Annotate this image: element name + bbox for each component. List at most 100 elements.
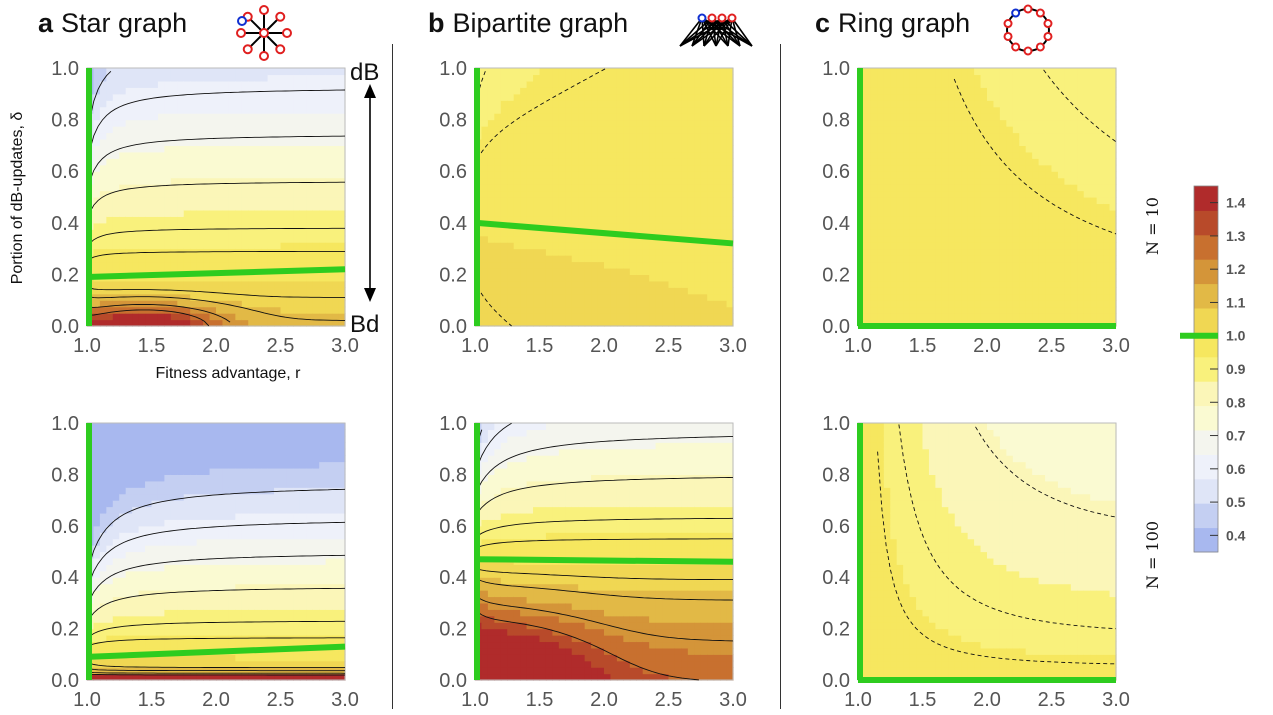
field-cell — [1019, 151, 1027, 159]
field-cell — [591, 248, 599, 256]
field-cell — [93, 506, 101, 514]
field-cell — [190, 74, 198, 82]
field-cell — [261, 184, 269, 192]
field-cell — [974, 203, 982, 211]
field-cell — [254, 261, 262, 269]
field-cell — [138, 209, 146, 217]
field-cell — [325, 197, 333, 205]
field-cell — [928, 293, 936, 301]
field-cell — [241, 293, 249, 301]
field-cell — [674, 280, 682, 288]
field-cell — [177, 280, 185, 288]
field-cell — [99, 429, 107, 437]
field-cell — [125, 222, 133, 230]
field-cell — [325, 171, 333, 179]
field-cell — [177, 106, 185, 114]
field-cell — [870, 197, 878, 205]
field-cell — [93, 80, 101, 88]
field-cell — [261, 158, 269, 166]
field-cell — [1032, 197, 1040, 205]
field-cell — [668, 203, 676, 211]
field-cell — [948, 235, 956, 243]
field-cell — [948, 100, 956, 108]
field-cell — [578, 132, 586, 140]
field-cell — [274, 68, 282, 76]
field-cell — [565, 164, 573, 172]
x-tick-label: 3.0 — [719, 335, 747, 357]
field-cell — [883, 158, 891, 166]
field-cell — [954, 190, 962, 198]
field-cell — [99, 448, 107, 456]
field-cell — [681, 138, 689, 146]
field-cell — [494, 177, 502, 185]
field-cell — [157, 319, 165, 327]
field-cell — [125, 280, 133, 288]
field-cell — [513, 158, 521, 166]
field-cell — [132, 171, 140, 179]
field-cell — [112, 87, 120, 95]
field-cell — [649, 100, 657, 108]
field-cell — [636, 177, 644, 185]
field-cell — [713, 93, 721, 101]
field-cell — [1064, 293, 1072, 301]
field-cell — [151, 216, 159, 224]
field-cell — [125, 287, 133, 295]
x-tick-label: 2.0 — [590, 335, 618, 357]
field-cell — [299, 287, 307, 295]
field-cell — [494, 68, 502, 76]
field-cell — [726, 313, 734, 321]
field-cell — [883, 177, 891, 185]
field-cell — [916, 106, 924, 114]
field-cell — [649, 255, 657, 263]
field-cell — [987, 222, 995, 230]
field-cell — [1070, 87, 1078, 95]
field-cell — [533, 151, 541, 159]
field-cell — [700, 164, 708, 172]
field-cell — [1045, 190, 1053, 198]
field-cell — [1038, 306, 1046, 314]
field-cell — [629, 287, 637, 295]
field-cell — [928, 158, 936, 166]
field-cell — [707, 287, 715, 295]
field-cell — [164, 216, 172, 224]
field-cell — [597, 306, 605, 314]
field-cell — [864, 280, 872, 288]
field-cell — [987, 267, 995, 275]
field-cell — [726, 203, 734, 211]
field-cell — [552, 87, 560, 95]
field-cell — [254, 197, 262, 205]
field-cell — [500, 171, 508, 179]
field-cell — [138, 267, 146, 275]
field-cell — [293, 151, 301, 159]
field-cell — [539, 158, 547, 166]
field-cell — [132, 132, 140, 140]
field-cell — [1038, 313, 1046, 321]
field-cell — [248, 222, 256, 230]
field-cell — [1025, 164, 1033, 172]
field-cell — [1051, 145, 1059, 153]
field-cell — [145, 300, 153, 308]
field-cell — [999, 222, 1007, 230]
field-cell — [642, 74, 650, 82]
field-cell — [694, 145, 702, 153]
field-cell — [941, 209, 949, 217]
field-cell — [306, 197, 314, 205]
field-cell — [241, 106, 249, 114]
field-cell — [93, 145, 101, 153]
field-cell — [513, 293, 521, 301]
field-cell — [145, 100, 153, 108]
field-cell — [726, 287, 734, 295]
field-cell — [687, 74, 695, 82]
field-cell — [877, 132, 885, 140]
field-cell — [145, 145, 153, 153]
field-cell — [1057, 113, 1065, 121]
field-cell — [655, 68, 663, 76]
field-cell — [261, 93, 269, 101]
field-cell — [935, 74, 943, 82]
field-cell — [1103, 190, 1111, 198]
field-cell — [280, 158, 288, 166]
field-cell — [610, 209, 618, 217]
field-cell — [222, 106, 230, 114]
field-cell — [513, 255, 521, 263]
field-cell — [1070, 203, 1078, 211]
